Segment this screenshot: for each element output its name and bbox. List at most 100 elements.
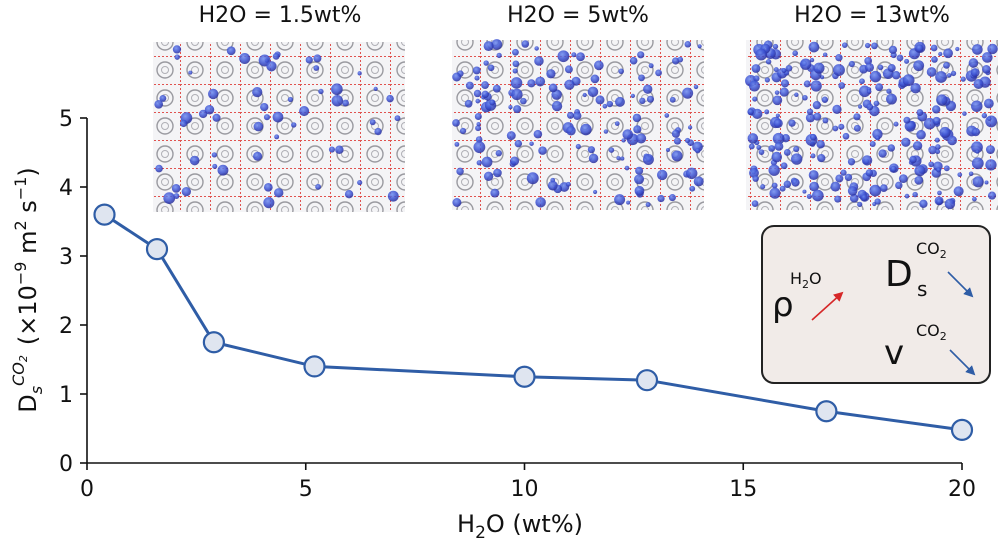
water-molecule [869, 141, 876, 148]
water-molecule [496, 52, 502, 59]
water-molecule [239, 52, 251, 65]
svg-text:v: v [884, 333, 904, 373]
data-point [93, 203, 116, 226]
y-tick-label: 4 [59, 176, 73, 201]
water-molecule [928, 145, 937, 155]
water-molecule [943, 61, 950, 69]
water-molecule [769, 187, 781, 199]
water-molecule [749, 167, 759, 178]
water-molecule [657, 169, 668, 181]
water-molecule [962, 111, 967, 116]
water-molecule [972, 176, 984, 188]
water-molecule [971, 157, 984, 170]
water-molecule [838, 123, 845, 130]
water-molecule [564, 65, 573, 74]
x-tick-label: 15 [729, 477, 757, 502]
water-molecule [936, 167, 942, 173]
water-molecule [916, 129, 926, 140]
legend-frame [761, 225, 991, 384]
water-molecule [263, 197, 275, 209]
water-molecule [791, 178, 800, 187]
water-molecule [154, 99, 164, 109]
water-molecule [875, 83, 884, 92]
water-molecule [212, 163, 218, 169]
water-molecule [869, 70, 882, 83]
water-molecule [781, 68, 787, 73]
water-molecule [898, 174, 908, 183]
water-molecule [615, 96, 625, 107]
water-molecule [822, 52, 828, 57]
water-molecule [624, 165, 630, 171]
water-molecule [832, 104, 842, 115]
water-molecule [985, 159, 997, 171]
water-molecule [808, 41, 820, 53]
water-molecule [931, 56, 938, 63]
svg-text:D: D [885, 254, 913, 295]
water-molecule [313, 54, 322, 63]
water-molecule [768, 164, 780, 176]
water-molecule [858, 104, 863, 109]
water-molecule [173, 193, 180, 200]
water-molecule [587, 146, 595, 154]
water-molecule [473, 89, 482, 98]
water-molecule [682, 87, 694, 99]
water-molecule [810, 153, 816, 159]
water-molecule [547, 180, 558, 191]
water-molecule [751, 200, 759, 207]
water-molecule [632, 113, 642, 123]
water-molecule [864, 56, 873, 65]
series-line [103, 213, 963, 432]
water-molecule [946, 73, 952, 78]
water-molecule [692, 141, 703, 153]
water-molecule [374, 127, 382, 136]
x-tick-label: 0 [80, 477, 94, 502]
water-molecule [987, 43, 998, 55]
water-molecule [806, 108, 814, 115]
water-molecule [879, 184, 888, 192]
water-molecule [495, 150, 502, 157]
water-molecule [886, 93, 897, 105]
data-point [513, 365, 536, 388]
v-co2-label: v CO2 [884, 321, 947, 373]
water-molecule [593, 189, 598, 195]
water-molecule [765, 59, 772, 65]
water-molecule [476, 160, 482, 166]
water-molecule [984, 180, 989, 185]
water-molecule [465, 81, 474, 90]
water-molecule [812, 189, 824, 202]
y-tick-label: 0 [59, 452, 73, 477]
water-molecule [634, 174, 645, 185]
water-molecule [915, 44, 924, 53]
water-molecule [217, 164, 229, 176]
water-molecule [520, 97, 527, 105]
water-molecule [947, 135, 957, 146]
water-molecule [456, 167, 464, 176]
water-molecule [646, 95, 655, 103]
water-molecule [755, 48, 768, 61]
water-molecule [564, 79, 575, 90]
water-molecule [768, 145, 776, 152]
y-tick-label: 2 [59, 314, 73, 339]
water-molecule [603, 129, 609, 134]
water-molecule [771, 151, 783, 163]
water-molecule [849, 193, 859, 203]
water-molecule [633, 125, 642, 134]
water-molecule [475, 125, 482, 132]
x-tick-label: 5 [299, 477, 313, 502]
water-molecule [779, 185, 786, 192]
water-molecule [172, 45, 182, 54]
water-molecule [910, 83, 921, 94]
water-molecule [452, 72, 462, 82]
water-molecule [638, 74, 645, 82]
water-molecule [960, 76, 966, 82]
water-molecule [987, 116, 992, 121]
water-molecules [154, 45, 401, 209]
water-molecules [745, 40, 998, 210]
water-molecule [481, 156, 493, 168]
water-molecule [751, 64, 761, 73]
water-molecule [774, 90, 780, 95]
water-molecule [944, 198, 956, 210]
water-molecule [616, 156, 621, 161]
water-molecule [865, 169, 874, 177]
water-molecule [853, 113, 861, 121]
